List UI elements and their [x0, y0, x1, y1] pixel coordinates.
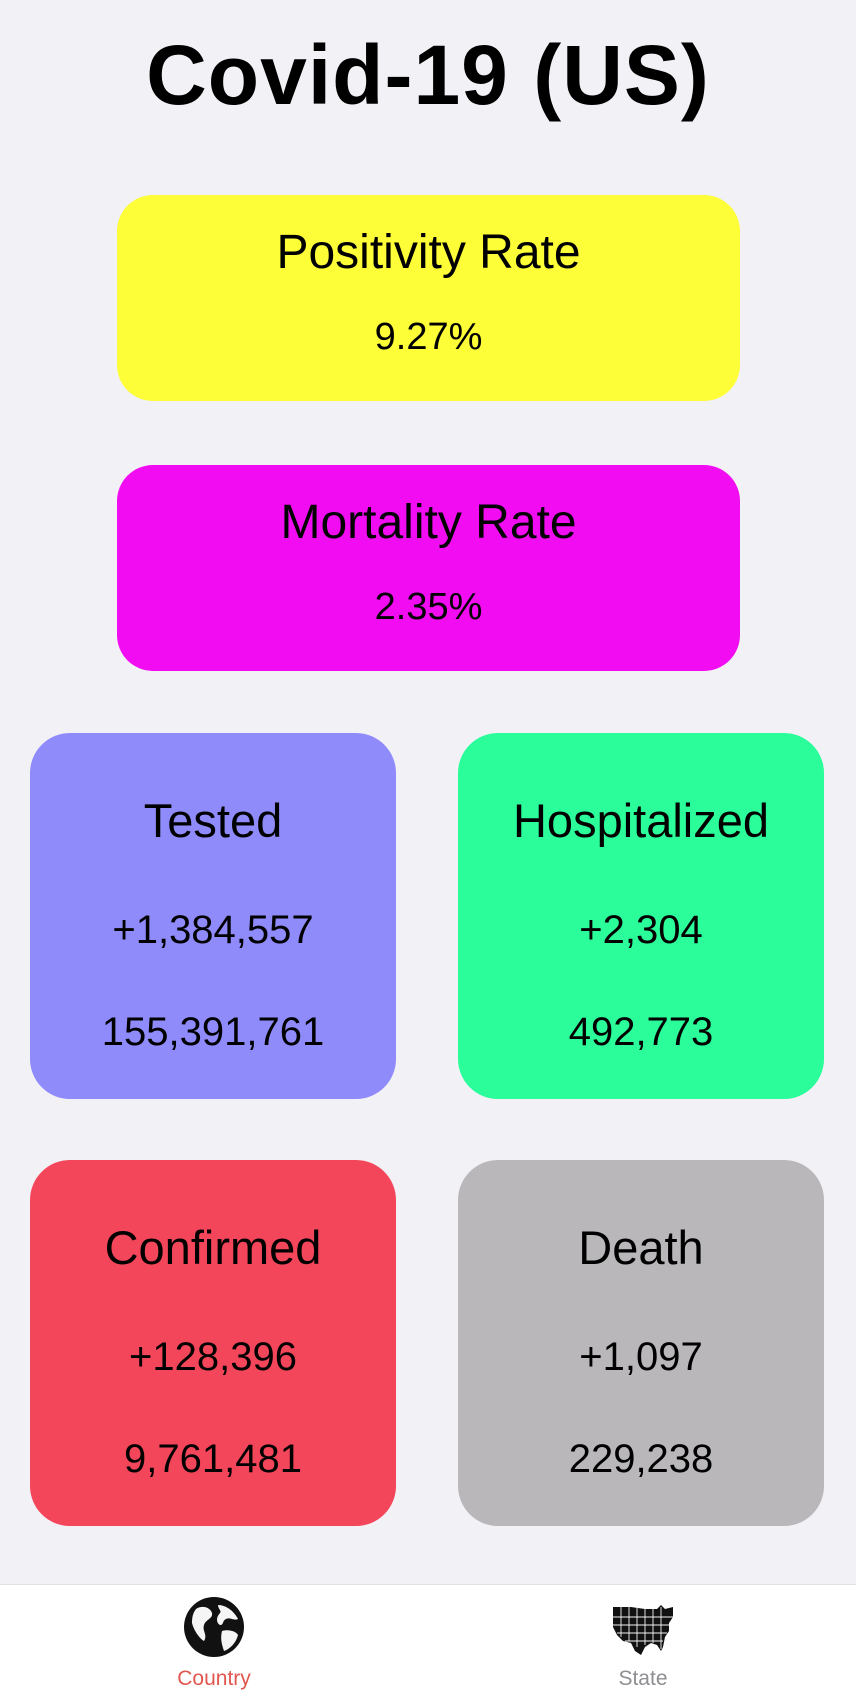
hospitalized-label: Hospitalized: [512, 794, 770, 847]
death-total: 229,238: [568, 1437, 714, 1481]
tab-bar: Country State: [0, 1584, 856, 1704]
globe-icon: [184, 1597, 244, 1657]
death-daily-increase: +1,097: [579, 1335, 703, 1379]
mortality-rate-card: Mortality Rate 2.35%: [117, 465, 740, 671]
confirmed-label: Confirmed: [104, 1221, 322, 1274]
tab-state[interactable]: State: [563, 1585, 723, 1704]
hospitalized-daily-increase: +2,304: [579, 908, 703, 952]
confirmed-total: 9,761,481: [124, 1437, 302, 1481]
death-card: Death +1,097 229,238: [458, 1160, 824, 1526]
tab-state-label: State: [618, 1667, 668, 1690]
tested-daily-increase: +1,384,557: [112, 908, 314, 952]
tested-card: Tested +1,384,557 155,391,761: [30, 733, 396, 1099]
positivity-rate-value: 9.27%: [374, 316, 483, 358]
tested-label: Tested: [143, 794, 283, 847]
page-title: Covid-19 (US): [146, 28, 710, 122]
hospitalized-total: 492,773: [568, 1010, 714, 1054]
mortality-rate-label: Mortality Rate: [280, 496, 577, 549]
tested-total: 155,391,761: [101, 1010, 325, 1054]
hospitalized-card: Hospitalized +2,304 492,773: [458, 733, 824, 1099]
confirmed-card: Confirmed +128,396 9,761,481: [30, 1160, 396, 1526]
confirmed-daily-increase: +128,396: [129, 1335, 297, 1379]
tab-country[interactable]: Country: [134, 1585, 294, 1704]
tab-country-label: Country: [177, 1667, 251, 1690]
mortality-rate-value: 2.35%: [374, 586, 483, 628]
death-label: Death: [578, 1221, 704, 1274]
positivity-rate-label: Positivity Rate: [276, 226, 581, 279]
us-map-icon: [613, 1605, 673, 1655]
positivity-rate-card: Positivity Rate 9.27%: [117, 195, 740, 401]
